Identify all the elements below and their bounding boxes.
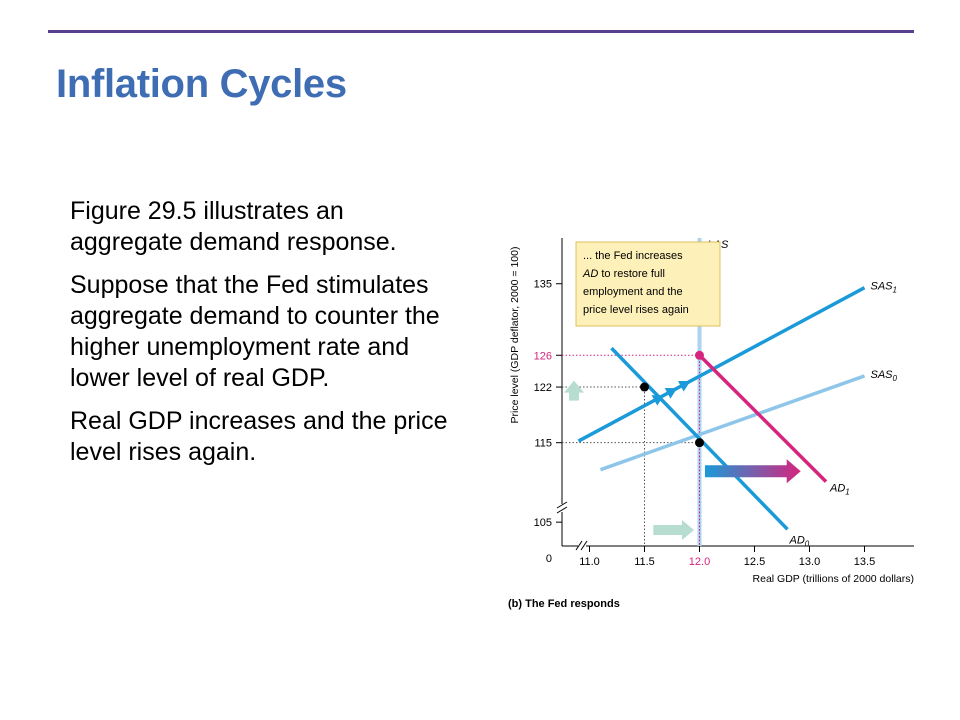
y-axis-title: Price level (GDP deflator, 2000 = 100) <box>509 247 521 424</box>
equilibrium-point <box>640 382 649 392</box>
annotation-line: employment and the <box>583 286 683 298</box>
sas-shift-chevron <box>677 380 691 392</box>
origin-label: 0 <box>546 553 552 565</box>
x-tick-label: 12.5 <box>744 556 765 568</box>
gdp-rise-arrow <box>653 520 694 540</box>
x-axis-break-mark <box>575 540 583 551</box>
sas1-label: SAS1 <box>871 281 897 295</box>
ad-as-chart: LASSAS0SAS1AD0AD1105115122126135011.011.… <box>509 238 914 585</box>
sas0-label: SAS0 <box>871 369 898 383</box>
figure-caption: (b) The Fed responds <box>508 598 620 610</box>
sas0-curve <box>599 374 866 472</box>
price-rise-arrow <box>564 380 584 401</box>
y-tick-label: 105 <box>534 517 552 529</box>
x-tick-label: 12.0 <box>689 556 710 568</box>
sas-shift-chevron <box>664 388 678 399</box>
annotation-line: AD to restore full <box>582 268 665 280</box>
new-equilibrium-point <box>695 350 704 360</box>
ad-as-figure: LASSAS0SAS1AD0AD1105115122126135011.011.… <box>490 232 930 622</box>
y-axis-break-gap <box>558 504 566 512</box>
paragraph-intro: Figure 29.5 illustrates an aggregate dem… <box>70 197 397 256</box>
equilibrium-point <box>695 438 704 448</box>
annotation-line: price level rises again <box>583 304 689 316</box>
slide-title: Inflation Cycles <box>56 62 347 106</box>
ad1-curve <box>698 354 828 483</box>
y-tick-label: 135 <box>534 279 552 291</box>
annotation-line: ... the Fed increases <box>583 250 683 262</box>
paragraph-result: Real GDP increases and the price level r… <box>70 407 448 466</box>
y-tick-label: 126 <box>534 350 552 362</box>
x-axis-break-mark <box>580 540 588 551</box>
paragraph-fed-stimulus: Suppose that the Fed stimulates aggregat… <box>70 271 440 392</box>
y-axis-break-mark <box>556 501 568 509</box>
top-divider <box>48 30 914 33</box>
ad-shift-arrow <box>705 459 801 484</box>
y-tick-label: 122 <box>534 382 552 394</box>
guide-new-equilibrium <box>562 354 700 546</box>
slide-body: Figure 29.5 illustrates an aggregate dem… <box>70 196 460 480</box>
x-tick-label: 11.0 <box>579 556 600 568</box>
x-axis-title: Real GDP (trillions of 2000 dollars) <box>753 573 914 585</box>
x-tick-label: 11.5 <box>634 556 655 568</box>
y-tick-label: 115 <box>534 438 552 450</box>
x-tick-label: 13.5 <box>854 556 875 568</box>
sas1-curve <box>577 286 866 443</box>
y-axis-break-mark <box>556 506 568 514</box>
ad0-label: AD0 <box>789 534 810 548</box>
x-axis-break-gap <box>578 542 586 550</box>
annotation-box <box>575 241 721 327</box>
sas-shift-chevron <box>651 395 665 406</box>
x-tick-label: 13.0 <box>799 556 820 568</box>
ad1-label: AD1 <box>829 483 850 497</box>
